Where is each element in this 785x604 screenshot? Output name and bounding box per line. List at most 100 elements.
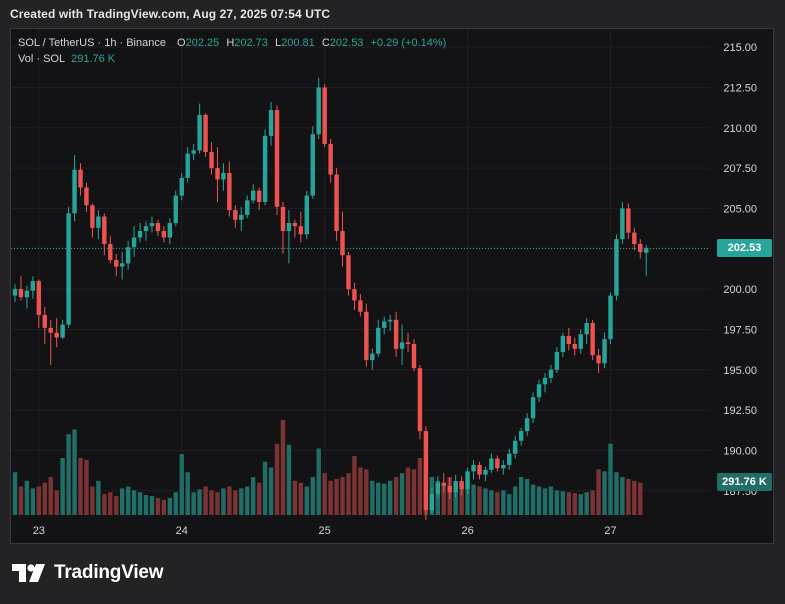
volume-bar bbox=[167, 497, 173, 515]
candle-body bbox=[393, 319, 399, 349]
legend-high: 202.73 bbox=[234, 37, 268, 49]
volume-bar bbox=[536, 486, 542, 515]
candle-body bbox=[18, 289, 24, 298]
price-tick-label: 190.00 bbox=[723, 445, 757, 457]
candle-body bbox=[560, 335, 566, 353]
candlestick-chart[interactable]: 187.50190.00192.50195.00197.50200.00202.… bbox=[11, 29, 774, 544]
volume-bar bbox=[608, 443, 613, 515]
candle-body bbox=[447, 485, 452, 493]
volume-bar bbox=[191, 492, 196, 515]
candle-body bbox=[66, 213, 71, 325]
candle-body bbox=[310, 134, 315, 196]
volume-bar bbox=[334, 478, 339, 515]
volume-bar bbox=[453, 482, 458, 515]
volume-bar bbox=[459, 486, 464, 515]
price-tick-label: 200.00 bbox=[723, 284, 757, 296]
candle-body bbox=[423, 431, 429, 511]
candle-body bbox=[489, 458, 494, 470]
volume-bar bbox=[274, 443, 280, 515]
price-tick-label: 192.50 bbox=[723, 405, 757, 417]
volume-bar bbox=[316, 448, 321, 515]
volume-bar bbox=[286, 444, 292, 515]
volume-bar bbox=[310, 477, 315, 515]
price-tick-label: 215.00 bbox=[723, 42, 757, 54]
candle-body bbox=[364, 311, 369, 361]
volume-bar bbox=[364, 469, 369, 515]
volume-bar bbox=[578, 494, 583, 515]
candle-body bbox=[459, 481, 464, 490]
candle-body bbox=[60, 324, 65, 338]
candle-body bbox=[524, 418, 530, 432]
volume-bar bbox=[197, 489, 202, 515]
candle-body bbox=[191, 150, 196, 154]
candle-body bbox=[542, 377, 548, 385]
volume-bar bbox=[203, 486, 208, 515]
legend-symbol[interactable]: SOL / TetherUS · 1h · Binance bbox=[18, 37, 166, 49]
tradingview-logo[interactable]: TradingView bbox=[12, 562, 164, 584]
candle-body bbox=[387, 319, 393, 322]
volume-bar bbox=[632, 480, 637, 515]
volume-bar bbox=[108, 492, 113, 515]
candle-body bbox=[471, 464, 476, 472]
volume-bar bbox=[66, 434, 71, 515]
volume-bar bbox=[30, 488, 36, 515]
candle-body bbox=[78, 169, 83, 188]
volume-bar bbox=[42, 482, 47, 515]
candle-body bbox=[435, 482, 441, 495]
volume-bar bbox=[48, 477, 53, 515]
volume-bar bbox=[233, 490, 238, 515]
price-tick-label: 205.00 bbox=[723, 203, 757, 215]
volume-bar bbox=[435, 480, 441, 515]
candle-body bbox=[518, 431, 524, 441]
volume-bar bbox=[638, 482, 643, 515]
candle-body bbox=[167, 222, 173, 238]
chart-panel[interactable]: 187.50190.00192.50195.00197.50200.00202.… bbox=[10, 28, 774, 544]
candle-body bbox=[280, 206, 286, 232]
candle-body bbox=[72, 169, 77, 214]
candle-body bbox=[143, 226, 149, 232]
volume-bar bbox=[304, 486, 309, 515]
volume-bar bbox=[209, 490, 214, 515]
candle-body bbox=[507, 453, 512, 465]
tradingview-logo-icon bbox=[12, 564, 45, 582]
candle-body bbox=[286, 222, 292, 232]
candle-body bbox=[346, 255, 351, 290]
candle-body bbox=[536, 384, 542, 398]
candle-body bbox=[197, 114, 202, 151]
volume-bar bbox=[340, 477, 345, 515]
candle-body bbox=[638, 243, 643, 253]
candle-body bbox=[203, 114, 208, 152]
volume-bar bbox=[256, 482, 262, 515]
candle-body bbox=[96, 216, 101, 228]
volume-tag: 291.76 K bbox=[717, 473, 772, 491]
candle-body bbox=[548, 369, 554, 378]
volume-bar bbox=[524, 478, 530, 515]
candle-body bbox=[179, 177, 184, 196]
candle-body bbox=[483, 469, 488, 475]
time-tick-label: 25 bbox=[319, 525, 331, 537]
candle-body bbox=[125, 247, 131, 264]
candle-body bbox=[370, 353, 375, 361]
volume-bar bbox=[114, 496, 119, 515]
candle-body bbox=[24, 290, 30, 298]
volume-bar bbox=[602, 471, 607, 515]
candle-body bbox=[513, 440, 518, 454]
candle-body bbox=[495, 458, 500, 469]
candle-body bbox=[429, 494, 435, 511]
volume-bar bbox=[620, 477, 625, 515]
volume-bar bbox=[18, 486, 24, 515]
legend-volume-label[interactable]: Vol · SOL bbox=[18, 53, 66, 65]
volume-bar bbox=[125, 486, 131, 515]
candle-body bbox=[334, 174, 339, 232]
candle-body bbox=[399, 342, 405, 349]
volume-bar bbox=[596, 469, 601, 515]
candle-body bbox=[304, 195, 309, 235]
volume-bar bbox=[548, 486, 554, 515]
volume-bar bbox=[12, 472, 18, 515]
candle-body bbox=[54, 332, 59, 338]
legend-volume: 291.76 K bbox=[71, 53, 116, 65]
volume-bar bbox=[560, 491, 566, 515]
candle-body bbox=[274, 110, 280, 207]
candle-body bbox=[530, 397, 536, 419]
volume-bar bbox=[292, 480, 298, 515]
